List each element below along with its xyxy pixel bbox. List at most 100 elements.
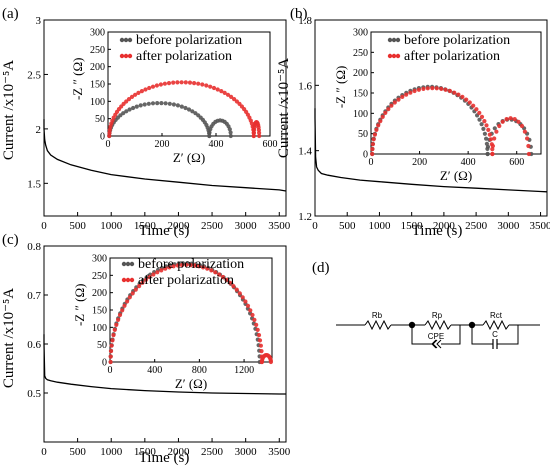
inset-y-tick-label: 300 (90, 28, 105, 39)
before-point (124, 109, 129, 114)
after-point (109, 343, 114, 348)
after-point (479, 114, 485, 119)
before-point (179, 104, 184, 109)
legend-entry: before polarization (404, 33, 510, 48)
x-tick-label: 1000 (100, 220, 123, 232)
inset-y-tick-label: 50 (358, 129, 368, 140)
after-point (147, 85, 152, 91)
after-point (232, 97, 237, 102)
x-tick-label: 3500 (268, 220, 291, 232)
legend-marker (387, 37, 393, 43)
inset-x-tick-label: 1200 (234, 365, 254, 376)
after-point (126, 97, 132, 102)
after-point (490, 151, 495, 157)
inset-x-tick-label: 600 (263, 139, 278, 150)
inset-y-tick-label: 150 (353, 89, 368, 100)
after-point (257, 130, 262, 135)
after-point (392, 100, 397, 105)
after-point (237, 291, 242, 296)
panel-b-xlabel: Time (s) (412, 223, 463, 239)
after-point (143, 87, 148, 92)
after-point (255, 327, 260, 332)
inset-x-tick-label: 0 (106, 139, 111, 150)
after-point (447, 88, 453, 94)
after-point (192, 81, 197, 86)
inset-y-tick-label: 250 (92, 271, 107, 282)
inset-y-tick-label: 100 (353, 109, 368, 120)
after-point (374, 127, 379, 132)
after-point (482, 119, 487, 124)
after-point (258, 343, 263, 348)
after-point (196, 264, 201, 269)
after-point (248, 308, 253, 313)
after-point (251, 133, 256, 139)
before-point (146, 101, 151, 106)
legend-marker (391, 53, 397, 59)
after-point (508, 116, 513, 121)
after-point (452, 90, 457, 95)
after-point (504, 117, 509, 122)
inset-ylabel: -Z ″ (Ω) (333, 66, 348, 109)
after-point (400, 94, 405, 99)
after-point (486, 127, 491, 132)
after-point (484, 123, 489, 128)
after-point (512, 117, 517, 122)
inset-y-tick-label: 0 (102, 358, 107, 369)
y-tick-label: 0.7 (27, 290, 41, 302)
legend-marker (123, 53, 129, 59)
before-point (167, 101, 172, 106)
after-point (257, 338, 263, 343)
before-point (482, 131, 487, 136)
after-point (488, 137, 493, 142)
circuit-label-cpe: CPE (428, 332, 444, 341)
y-tick-label: 1.5 (27, 178, 41, 190)
current-decay-line (43, 119, 287, 192)
after-point (201, 265, 206, 270)
after-point (117, 312, 123, 318)
inset-y-tick-label: 250 (90, 45, 105, 56)
before-point (127, 107, 132, 112)
inset-y-tick-label: 0 (100, 132, 105, 143)
after-point (158, 82, 163, 87)
rb-resistor (364, 319, 392, 331)
x-tick-label: 3000 (235, 446, 258, 458)
panel-c-xlabel: Time (s) (139, 450, 190, 466)
inset-xlabel: Z′ (Ω) (173, 150, 205, 165)
after-point (213, 270, 218, 275)
after-point (196, 81, 201, 86)
after-point (179, 263, 185, 268)
before-point (484, 136, 489, 141)
after-point (467, 100, 472, 105)
x-tick-label: 2000 (167, 220, 190, 232)
x-tick-label: 0 (312, 220, 318, 232)
after-point (378, 119, 383, 124)
after-point (526, 143, 531, 149)
x-tick-label: 1500 (401, 220, 424, 232)
inset-y-tick-label: 100 (90, 97, 105, 108)
after-point (396, 97, 401, 102)
inset-x-tick-label: 600 (509, 157, 524, 168)
after-point (443, 87, 448, 92)
after-point (259, 349, 264, 354)
after-point (526, 151, 532, 157)
after-point (490, 143, 495, 149)
x-tick-label: 500 (69, 446, 86, 458)
legend-marker (395, 53, 401, 59)
x-tick-label: 3500 (268, 446, 291, 458)
current-decay-line (43, 334, 286, 395)
after-point (136, 90, 141, 95)
inset-x-tick-label: 400 (209, 139, 224, 150)
panel-b-ylabel: Current /x10⁻⁵A (276, 58, 292, 158)
x-tick-label: 2000 (167, 446, 190, 458)
after-point (166, 81, 172, 86)
x-tick-label: 500 (339, 220, 356, 232)
legend-marker (391, 37, 397, 43)
after-point (228, 280, 233, 285)
legend-marker (119, 53, 125, 59)
cpe-branch-wire (411, 325, 432, 345)
before-point (131, 105, 136, 111)
x-tick-label: 3000 (497, 220, 520, 232)
after-point (222, 90, 227, 95)
legend-marker (123, 37, 129, 43)
after-point (371, 137, 376, 142)
